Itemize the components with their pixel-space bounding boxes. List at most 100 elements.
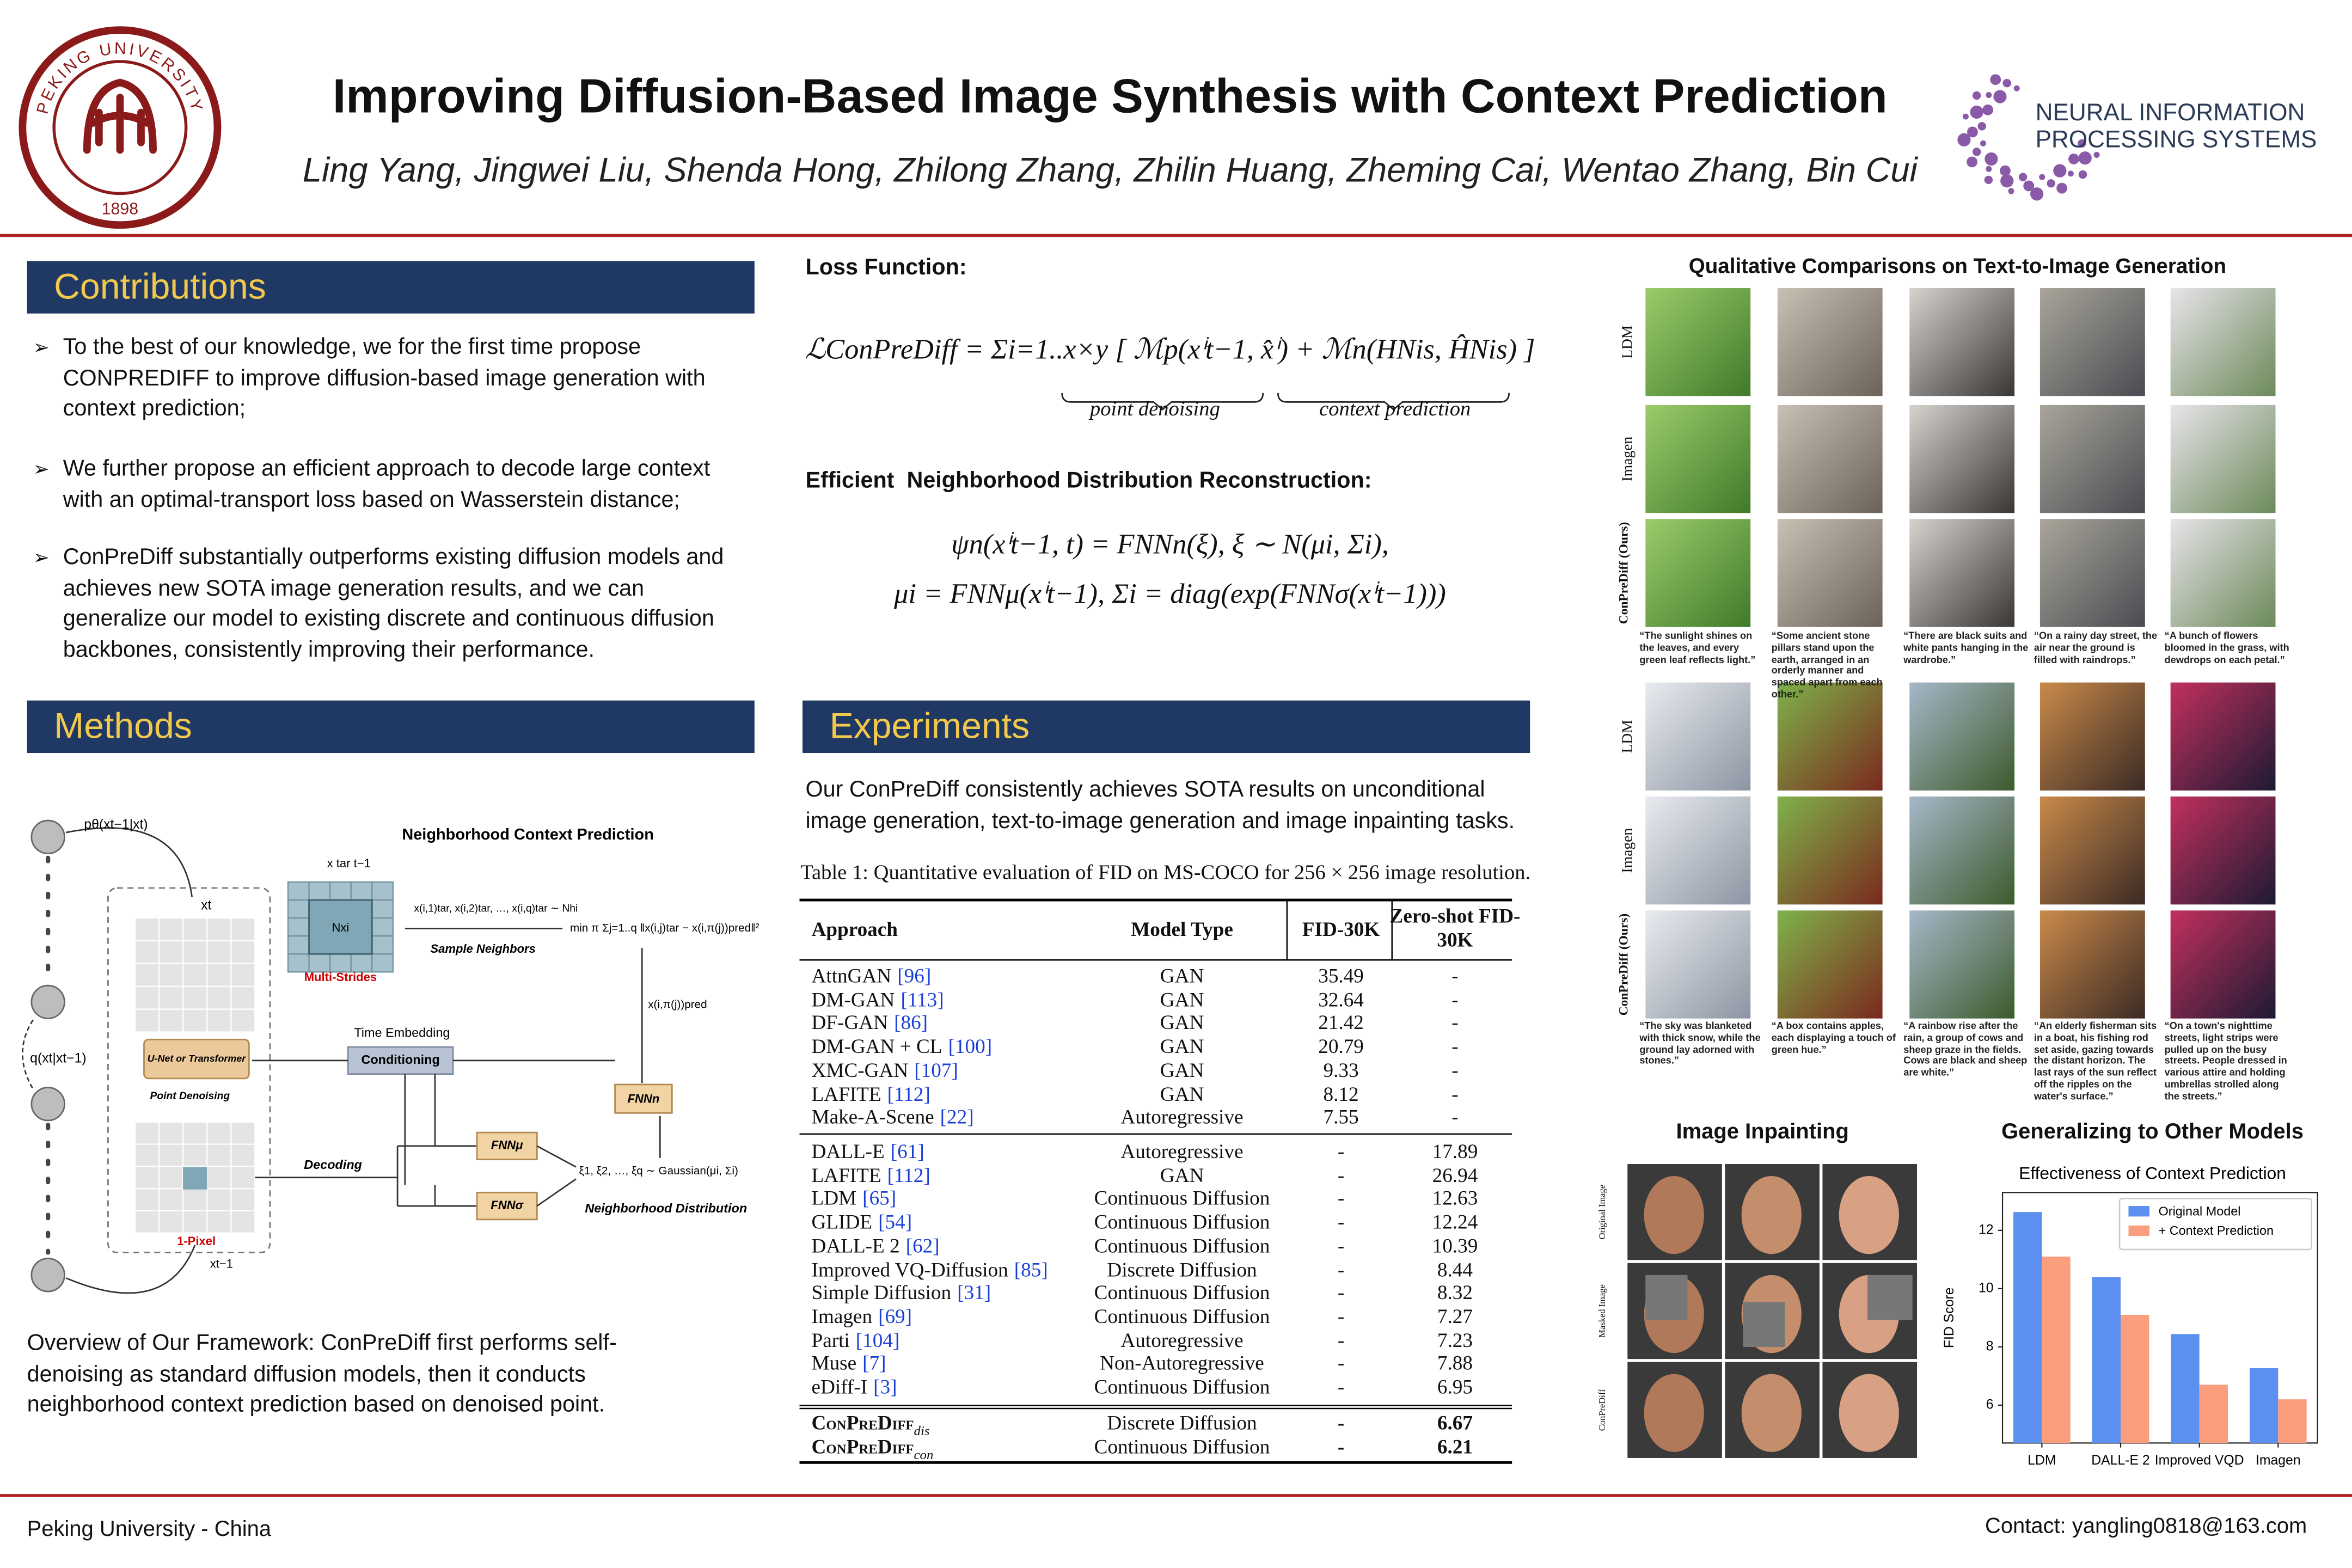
table-cell: GAN [1160, 988, 1204, 1011]
logo-dot [1977, 122, 1986, 131]
grid-cell [158, 1143, 184, 1167]
grid-cell [182, 1121, 208, 1145]
prompt-caption: “The sky was blanketed with thick snow, … [1639, 1021, 1761, 1067]
photo [1645, 287, 1751, 396]
logo-dot [1986, 166, 1992, 172]
photo [2170, 519, 2276, 627]
state-node [30, 819, 65, 855]
table-cell: - [1337, 1352, 1345, 1375]
grid-cell [230, 1143, 256, 1167]
table-ref: [100] [948, 1035, 993, 1058]
table-ref: [22] [940, 1106, 974, 1129]
bullet: To the best of our knowledge, we for the… [33, 333, 753, 425]
grid-cell [206, 1121, 232, 1145]
table-ref: [61] [890, 1140, 924, 1163]
prompt-caption: “A rainbow rise after the rain, a group … [1903, 1021, 2028, 1079]
table-ref: [86] [894, 1012, 928, 1034]
grid-cell [134, 940, 160, 964]
y-tick-label: 6 [1986, 1397, 1994, 1412]
arrow [396, 1145, 477, 1207]
table-cell: - [1451, 1106, 1459, 1129]
underbrace [1277, 393, 1510, 411]
table-cell: ConPreDiffcon [811, 1435, 934, 1462]
authors: Ling Yang, Jingwei Liu, Shenda Hong, Zhi… [302, 150, 1918, 189]
table-cell: 8.32 [1437, 1281, 1473, 1304]
diagram-label: x(i,π(j))pred [648, 998, 707, 1010]
table-cell: Continuous Diffusion [1094, 1210, 1270, 1233]
photo [1909, 796, 2015, 905]
table-cell: Simple Diffusion [31] [811, 1281, 991, 1304]
grid-cell [134, 1008, 160, 1033]
subheading: Efficient Neighborhood Distribution Reco… [805, 468, 1372, 494]
table-ref: [96] [897, 964, 932, 987]
y-tick-label: 12 [1979, 1222, 1994, 1237]
logo-dot [2056, 182, 2068, 194]
logo-dot [1984, 152, 1998, 166]
grid-cell [134, 1210, 160, 1234]
grid-cell [230, 1188, 256, 1212]
bar [2278, 1399, 2307, 1443]
photo [1777, 910, 1883, 1019]
table-cell: 7.27 [1437, 1304, 1473, 1327]
table-cell: Autoregressive [1120, 1140, 1244, 1163]
module [476, 1191, 538, 1221]
grid-cell [158, 940, 184, 964]
table-cell: - [1451, 1035, 1459, 1058]
table-cell: Continuous Diffusion [1094, 1187, 1270, 1210]
table-cell: LDM [65] [811, 1187, 897, 1210]
grid-cell [287, 881, 310, 901]
table-cell: Improved VQ-Diffusion [85] [811, 1258, 1048, 1281]
photo [1909, 519, 2015, 627]
table-cell: 6.21 [1437, 1435, 1473, 1458]
grid-cell [287, 935, 310, 955]
row-label: ConPreDiff (Ours) [1615, 913, 1631, 1016]
diagram-label: q(xt|xt−1) [30, 1051, 87, 1066]
table-ref: [107] [914, 1058, 958, 1081]
legend-swatch [2128, 1206, 2150, 1217]
table-ref: [54] [878, 1210, 912, 1233]
table-ref: [31] [957, 1281, 991, 1304]
table-ref: [69] [878, 1304, 912, 1327]
table-cell: Continuous Diffusion [1094, 1234, 1270, 1257]
diagram-label: xt [201, 898, 211, 913]
grid-cell [158, 963, 184, 987]
prompt-caption: “A bunch of flowers bloomed in the grass… [2164, 631, 2289, 666]
table-cell: 10.39 [1432, 1234, 1478, 1257]
logo-dot [2093, 151, 2100, 158]
module [614, 1083, 673, 1114]
table-cell: - [1337, 1187, 1345, 1210]
photo [1645, 405, 1751, 513]
table-header: Zero-shot FID-30K [1389, 904, 1521, 951]
photo [2170, 796, 2276, 905]
logo-dot [2078, 170, 2087, 179]
table-cell: GAN [1160, 1012, 1204, 1034]
table-cell: 9.33 [1323, 1058, 1359, 1081]
grid-cell [182, 1210, 208, 1234]
table-cell: - [1337, 1328, 1345, 1351]
grid-cell [158, 1188, 184, 1212]
table-cell: - [1337, 1304, 1345, 1327]
mask [1743, 1302, 1785, 1347]
grid-cell [158, 1210, 184, 1234]
subheading: Generalizing to Other Models [2001, 1120, 2304, 1145]
diagram-label: Decoding [304, 1157, 362, 1172]
bar [2249, 1368, 2278, 1443]
photo-face [1741, 1175, 1802, 1254]
photo [1777, 405, 1883, 513]
bar [2121, 1315, 2149, 1443]
diagram-label: Neighborhood Distribution [585, 1201, 747, 1215]
grid-cell [134, 985, 160, 1010]
grid-cell [230, 1121, 256, 1145]
grid-cell [134, 1143, 160, 1167]
table-cell: - [1337, 1375, 1345, 1398]
table-cell: 20.79 [1318, 1035, 1364, 1058]
photo-face [1839, 1175, 1899, 1254]
table-cell: 17.89 [1432, 1140, 1478, 1163]
table-cell: Continuous Diffusion [1094, 1375, 1270, 1398]
y-tick-label: 8 [1986, 1339, 1994, 1353]
table-cell: 12.24 [1432, 1210, 1478, 1233]
logo-dot [1962, 113, 1969, 120]
logo-dot [2000, 165, 2011, 176]
table-cell: GAN [1160, 964, 1204, 987]
